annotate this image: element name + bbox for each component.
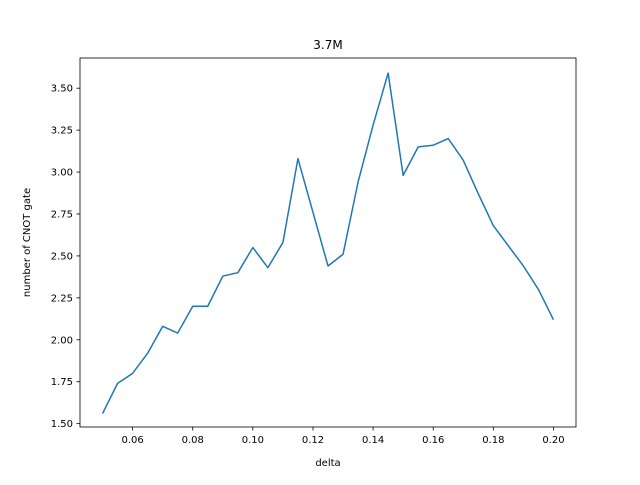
y-tick-label: 2.25	[51, 293, 73, 304]
y-tick-label: 2.75	[51, 209, 73, 220]
y-tick-label: 2.50	[51, 251, 73, 262]
y-tick-label: 1.50	[51, 419, 73, 430]
y-tick-label: 1.75	[51, 377, 73, 388]
y-tick-label: 3.00	[51, 168, 73, 179]
x-tick-label: 0.06	[121, 435, 143, 446]
y-axis-label: number of CNOT gate	[22, 188, 33, 297]
x-tick-label: 0.20	[542, 435, 564, 446]
chart-title: 3.7M	[313, 38, 342, 52]
x-tick-label: 0.18	[482, 435, 504, 446]
y-tick-label: 3.25	[51, 126, 73, 137]
x-tick-label: 0.14	[362, 435, 384, 446]
y-tick-label: 2.00	[51, 335, 73, 346]
y-tick-label: 3.50	[51, 84, 73, 95]
x-tick-label: 0.10	[242, 435, 264, 446]
x-axis-label: delta	[315, 458, 340, 469]
x-tick-label: 0.12	[302, 435, 324, 446]
x-tick-label: 0.16	[422, 435, 444, 446]
x-tick-label: 0.08	[182, 435, 204, 446]
